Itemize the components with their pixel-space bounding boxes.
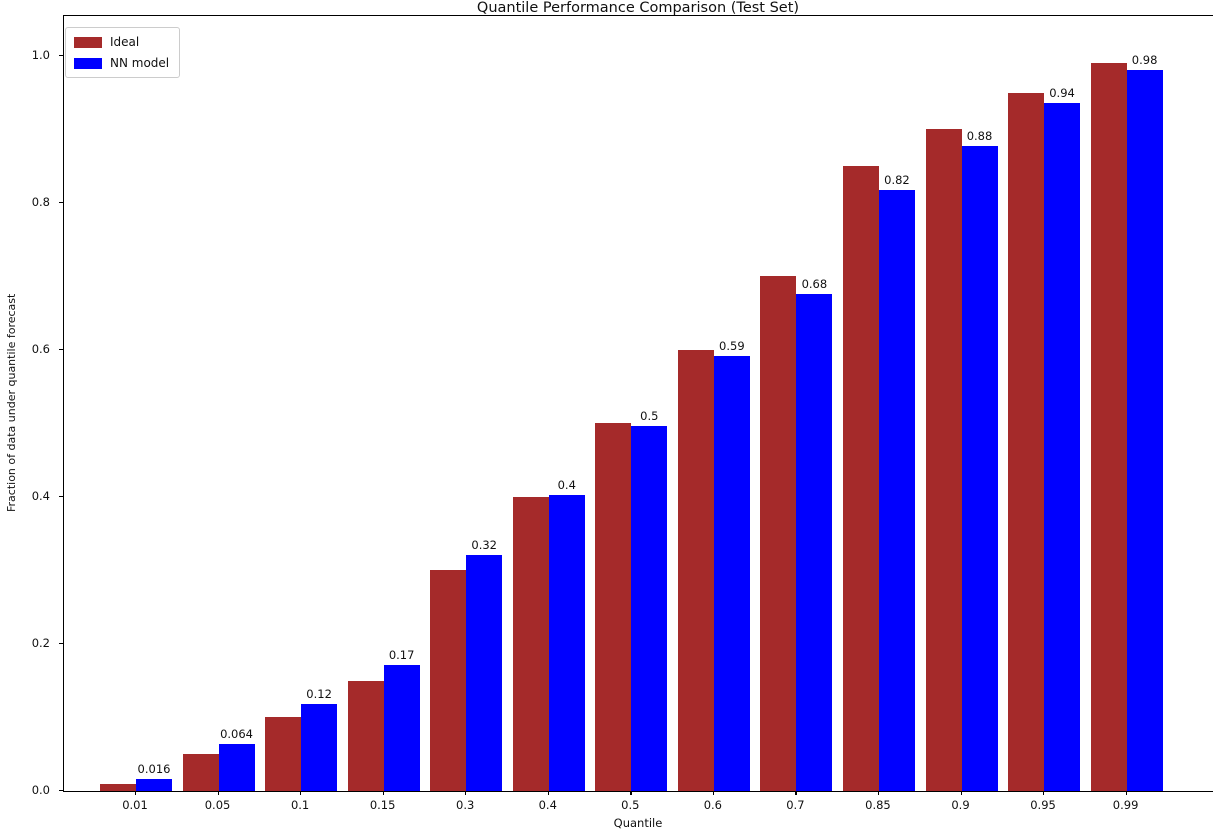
bar-value-label: 0.12 <box>306 687 332 701</box>
plot-area: 0.016 0.064 0.12 0.17 0.32 0.4 0.5 0.59 0.68 0.82… <box>63 15 1213 792</box>
x-tick-mark <box>960 791 962 795</box>
x-tick-label: 0.1 <box>290 798 310 812</box>
bar-value-label: 0.4 <box>557 478 576 492</box>
bar-value-label: 0.88 <box>966 129 993 143</box>
bar-nn-model <box>631 426 668 791</box>
x-tick-mark <box>712 791 715 795</box>
y-tick-label: 0.8 <box>31 195 50 209</box>
x-tick-label: 0.01 <box>122 798 148 812</box>
bar-nn-model <box>961 146 998 791</box>
bar-ideal <box>925 129 962 791</box>
legend-swatch-ideal <box>74 36 102 48</box>
x-tick-mark <box>217 791 219 795</box>
bar-value-label: 0.59 <box>719 339 745 353</box>
x-axis-label: Quantile <box>613 816 663 830</box>
x-tick-mark <box>1125 791 1127 795</box>
y-axis-label: Fraction of data under quantile forecast <box>5 293 18 512</box>
x-tick-mark <box>547 791 550 795</box>
y-tick-mark <box>59 643 63 645</box>
x-tick-label: 0.3 <box>456 798 475 812</box>
bar-ideal <box>760 276 797 791</box>
bar-nn-model <box>466 555 503 791</box>
bar-nn-model <box>383 665 420 791</box>
y-tick-mark <box>59 202 63 204</box>
bar-nn-model <box>878 190 915 791</box>
legend-label-nn-model: NN model <box>110 56 170 70</box>
legend: Ideal NN model <box>65 27 181 78</box>
bar-value-label: 0.82 <box>884 173 910 187</box>
bar-nn-model <box>1044 103 1081 791</box>
legend-item-nn-model: NN model <box>74 56 169 70</box>
bar-value-label: 0.016 <box>137 762 171 776</box>
bar-value-label: 0.94 <box>1049 86 1075 100</box>
bar-ideal <box>100 784 136 791</box>
bar-value-label: 0.32 <box>471 538 497 552</box>
bar-value-label: 0.17 <box>388 648 415 662</box>
bar-ideal <box>430 570 467 791</box>
bar-ideal <box>347 681 384 791</box>
bar-value-label: 0.98 <box>1131 53 1158 67</box>
x-tick-label: 0.4 <box>538 798 557 812</box>
x-tick-label: 0.6 <box>703 798 722 812</box>
x-tick-label: 0.05 <box>204 798 231 812</box>
y-tick-mark <box>59 496 63 498</box>
x-tick-label: 0.7 <box>786 798 805 812</box>
bar-ideal <box>677 350 714 791</box>
bar-nn-model <box>548 495 585 791</box>
y-tick-mark <box>59 790 63 792</box>
bar-ideal <box>182 754 219 791</box>
bar-nn-model <box>1126 70 1163 791</box>
bar-value-label: 0.5 <box>640 409 659 423</box>
x-tick-label: 0.99 <box>1112 798 1139 812</box>
bar-nn-model <box>218 744 255 791</box>
y-tick-label: 0.2 <box>31 636 50 650</box>
y-tick-label: 1.0 <box>31 48 50 62</box>
bar-ideal <box>595 423 632 791</box>
bar-ideal <box>512 497 549 791</box>
y-tick-label: 0.0 <box>31 783 50 797</box>
bar-nn-model <box>796 294 833 791</box>
chart-title: Quantile Performance Comparison (Test Se… <box>476 0 800 16</box>
x-tick-mark <box>630 791 632 795</box>
bar-ideal <box>1008 93 1045 791</box>
bar-ideal <box>1090 63 1127 791</box>
x-tick-mark <box>465 791 467 795</box>
x-tick-label: 0.95 <box>1030 798 1056 812</box>
bar-ideal <box>842 166 879 791</box>
bar-ideal <box>265 717 302 791</box>
x-tick-label: 0.85 <box>865 798 891 812</box>
bar-nn-model <box>713 356 750 791</box>
y-tick-label: 0.6 <box>31 342 50 356</box>
x-tick-label: 0.15 <box>369 798 396 812</box>
y-tick-label: 0.4 <box>31 489 50 503</box>
x-tick-mark <box>135 791 137 795</box>
x-tick-label: 0.5 <box>621 798 640 812</box>
y-tick-mark <box>59 349 63 351</box>
x-tick-mark <box>1043 791 1045 795</box>
bar-nn-model <box>136 779 172 791</box>
bar-value-label: 0.064 <box>220 727 254 741</box>
legend-item-ideal: Ideal <box>74 35 169 49</box>
bar-value-label: 0.68 <box>801 277 828 291</box>
bar-nn-model <box>301 704 338 791</box>
x-tick-label: 0.9 <box>951 798 970 812</box>
y-tick-mark <box>59 55 63 57</box>
x-tick-mark <box>795 791 797 795</box>
legend-label-ideal: Ideal <box>110 35 140 49</box>
x-tick-mark <box>300 791 302 795</box>
x-tick-mark <box>382 791 384 795</box>
x-tick-mark <box>877 791 880 795</box>
legend-swatch-nn-model <box>74 57 102 69</box>
